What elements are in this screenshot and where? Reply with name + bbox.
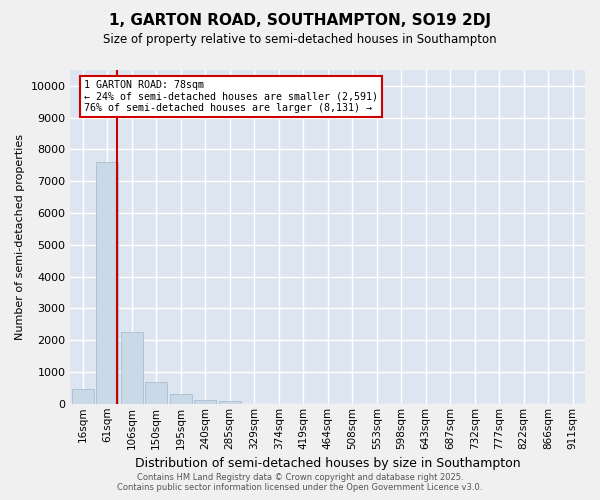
X-axis label: Distribution of semi-detached houses by size in Southampton: Distribution of semi-detached houses by … [135, 457, 521, 470]
Bar [145, 382, 167, 404]
Bar [218, 401, 241, 404]
Bar [194, 400, 216, 404]
Text: 1, GARTON ROAD, SOUTHAMPTON, SO19 2DJ: 1, GARTON ROAD, SOUTHAMPTON, SO19 2DJ [109, 12, 491, 28]
Text: Contains HM Land Registry data © Crown copyright and database right 2025.
Contai: Contains HM Land Registry data © Crown c… [118, 473, 482, 492]
Bar [170, 394, 192, 404]
Text: Size of property relative to semi-detached houses in Southampton: Size of property relative to semi-detach… [103, 32, 497, 46]
Text: 1 GARTON ROAD: 78sqm
← 24% of semi-detached houses are smaller (2,591)
76% of se: 1 GARTON ROAD: 78sqm ← 24% of semi-detac… [85, 80, 379, 112]
Bar [96, 162, 118, 404]
Bar [71, 390, 94, 404]
Y-axis label: Number of semi-detached properties: Number of semi-detached properties [15, 134, 25, 340]
Bar [121, 332, 143, 404]
